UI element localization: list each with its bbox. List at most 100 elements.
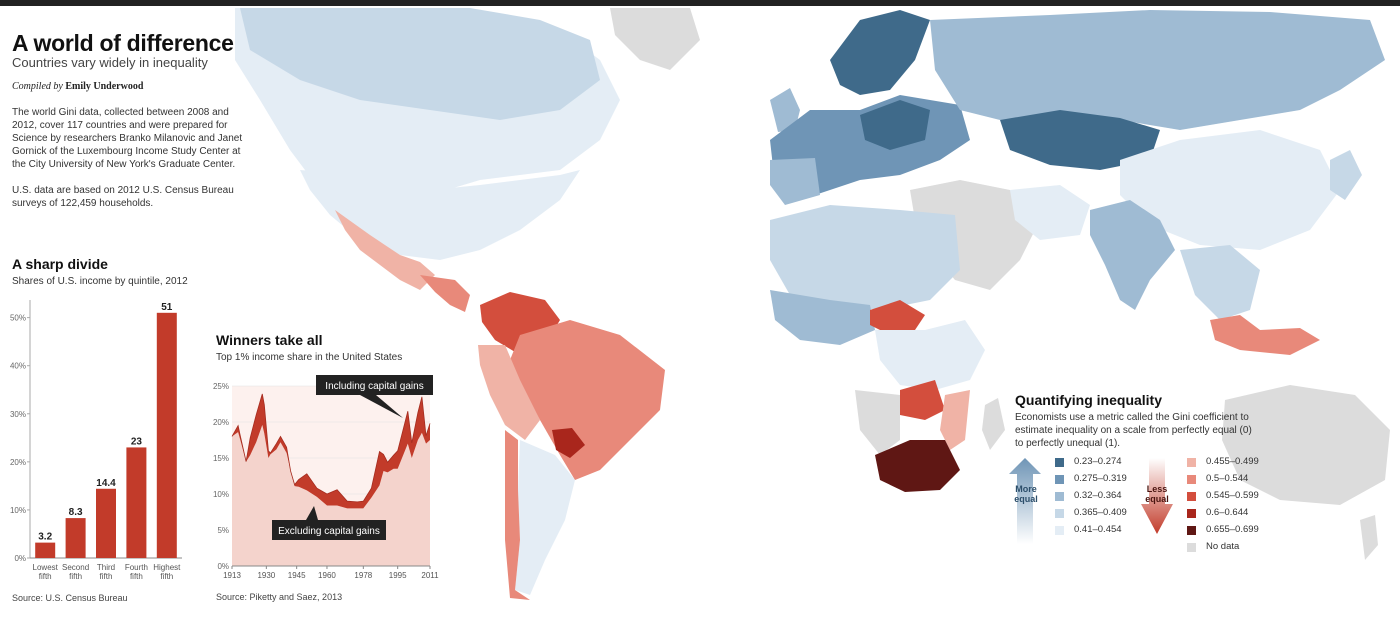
area-chart-source: Source: Piketty and Saez, 2013 — [216, 592, 343, 602]
legend-red-class-label: 0.455–0.499 — [1206, 456, 1259, 467]
more-equal-label: More equal — [1014, 484, 1038, 504]
top-rule — [0, 0, 1400, 6]
map-region-china — [1120, 130, 1340, 250]
map-region-uk-ireland — [770, 88, 800, 132]
area-series-including — [232, 393, 430, 509]
callout-excluding-pointer — [306, 506, 318, 520]
area-y-tick-label: 25% — [213, 382, 229, 391]
bar-category-label: Lowest — [33, 563, 59, 572]
series-label-excluding: Excluding capital gains — [278, 526, 380, 537]
map-region-new-zealand — [1360, 515, 1378, 560]
area-chart: 0% 5% 10% 15% 20% 25% 1913 1930 1945 1960 1978 1995… — [213, 375, 439, 580]
map-region-southeast-asia — [1180, 245, 1260, 320]
map-region-north-africa — [770, 205, 960, 310]
bar-category-label: Second — [62, 563, 89, 572]
legend-blue-class-label: 0.23–0.274 — [1074, 456, 1122, 467]
page-title: A world of difference — [12, 30, 234, 56]
bar-category-label: Highest — [153, 563, 181, 572]
legend-red-class-swatch — [1187, 509, 1196, 518]
bar-category-label: fifth — [39, 572, 52, 581]
area-y-tick-label: 10% — [213, 490, 229, 499]
less-equal-label: Less equal — [1145, 484, 1169, 504]
legend-blue-class-swatch — [1055, 492, 1064, 501]
bar-y-tick-label: 50% — [10, 314, 26, 323]
bar-chart-subtitle: Shares of U.S. income by quintile, 2012 — [12, 276, 188, 287]
byline-author: Emily Underwood — [65, 81, 144, 92]
map-region-central-europe — [860, 100, 930, 150]
map-region-indonesia — [1210, 315, 1320, 355]
bar-chart: 0%10%20%30%40%50%3.2Lowestfifth8.3Second… — [10, 300, 182, 581]
area-x-tick-label: 1978 — [354, 571, 372, 580]
legend-red-class-label: 0.545–0.599 — [1206, 490, 1259, 501]
map-region-iberia — [770, 158, 820, 205]
byline: Compiled by Emily Underwood — [12, 81, 143, 92]
legend-blue-class-label: 0.365–0.409 — [1074, 507, 1127, 518]
area-y-tick-label: 15% — [213, 454, 229, 463]
bar-y-tick-label: 30% — [10, 410, 26, 419]
legend-description: Economists use a metric called the Gini … — [1015, 412, 1252, 449]
bar-chart-title: A sharp divide — [12, 256, 108, 272]
map-region-central-african-republic — [870, 300, 925, 335]
bar-category-label: fifth — [160, 572, 173, 581]
map-region-central-america — [420, 275, 470, 312]
legend-arrows — [1009, 458, 1173, 544]
bar-y-tick-label: 10% — [10, 506, 26, 515]
more-equal-arrow — [1009, 458, 1041, 544]
map-region-brazil — [510, 320, 665, 480]
bar-value-label: 23 — [131, 436, 143, 447]
bar-category-label: Third — [97, 563, 115, 572]
area-x-tick-label: 1930 — [257, 571, 275, 580]
map-legend: Quantifying inequality Economists use a … — [1015, 392, 1275, 450]
area-x-tick-label: 1995 — [389, 571, 407, 580]
area-y-tick-label: 20% — [213, 418, 229, 427]
bar-y-tick-label: 0% — [14, 554, 26, 563]
area-x-tick-label: 1945 — [288, 571, 306, 580]
map-region-india — [1090, 200, 1175, 310]
map-region-greenland — [610, 8, 700, 70]
bar-category-label: fifth — [100, 572, 113, 581]
page-subtitle: Countries vary widely in inequality — [12, 55, 208, 70]
callout-excluding-box — [272, 520, 386, 540]
legend-red-class-label: 0.5–0.544 — [1206, 473, 1249, 484]
map-region-iran — [1010, 185, 1090, 240]
map-region-australia — [1222, 385, 1390, 505]
map-region-west-africa — [770, 290, 875, 345]
map-region-russia — [930, 10, 1385, 130]
less-equal-arrow — [1141, 458, 1173, 534]
byline-prefix: Compiled by — [12, 81, 63, 92]
map-region-peru-bolivia — [478, 345, 540, 440]
legend-blue-class-label: 0.32–0.364 — [1074, 490, 1122, 501]
bar-y-tick-label: 20% — [10, 458, 26, 467]
bar — [156, 312, 177, 558]
map-region-paraguay — [552, 428, 585, 458]
world-choropleth-map — [235, 8, 1390, 600]
area-line-including — [231, 393, 431, 503]
area-x-tick-label: 2011 — [421, 571, 439, 580]
bar — [96, 488, 116, 558]
legend-red-class-swatch — [1187, 458, 1196, 467]
map-region-japan — [1330, 150, 1362, 200]
callout-including-pointer — [360, 395, 403, 418]
map-region-argentina — [515, 440, 575, 595]
legend-red-class-swatch — [1187, 475, 1196, 484]
area-chart-title: Winners take all — [216, 332, 323, 348]
map-region-south-africa — [875, 440, 960, 492]
intro-paragraph: The world Gini data, collected between 2… — [12, 107, 243, 170]
legend-blue-class-label: 0.41–0.454 — [1074, 524, 1122, 535]
bar — [65, 518, 86, 558]
legend-red-class-swatch — [1187, 492, 1196, 501]
legend-no-data-swatch — [1187, 543, 1196, 552]
legend-blue-class-label: 0.275–0.319 — [1074, 473, 1127, 484]
bar — [35, 542, 56, 558]
map-region-canada-north — [240, 8, 600, 120]
legend-blue-class-swatch — [1055, 526, 1064, 535]
area-y-tick-label: 5% — [217, 526, 229, 535]
bar-value-label: 8.3 — [69, 507, 83, 518]
map-region-scandinavia — [830, 10, 930, 95]
map-region-mozambique — [940, 390, 970, 450]
bar-value-label: 14.4 — [96, 478, 116, 489]
legend-no-data-label: No data — [1206, 541, 1240, 552]
bar-category-label: Fourth — [125, 563, 148, 572]
bar-y-tick-label: 40% — [10, 362, 26, 371]
bar-value-label: 51 — [161, 302, 173, 313]
